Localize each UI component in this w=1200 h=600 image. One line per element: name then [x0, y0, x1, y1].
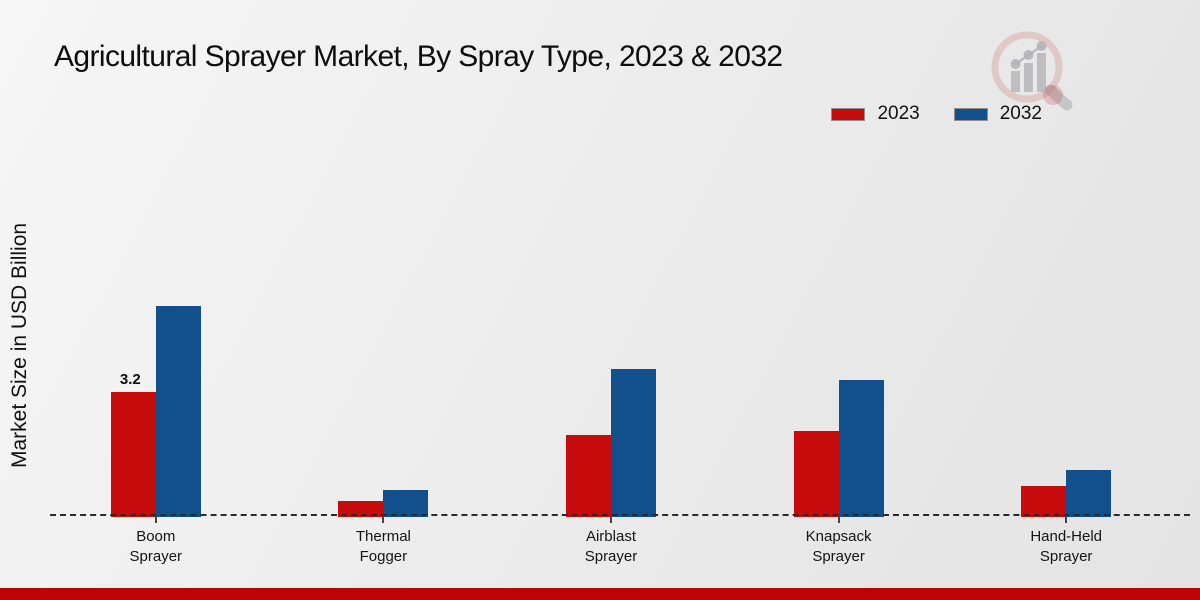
bar-2032: [155, 306, 201, 517]
bar-pair: [1021, 282, 1112, 517]
legend-label: 2023: [877, 103, 920, 124]
bar-2023: [1021, 486, 1067, 517]
axis-tick: [1065, 517, 1068, 523]
bar-value-label: 3.2: [119, 371, 141, 388]
footer-accent-band: [0, 588, 1200, 600]
bar-group: 3.2 Boom Sprayer: [42, 282, 270, 568]
category-label: Thermal Fogger: [355, 528, 411, 566]
magnifier-bar-chart-logo-icon: [991, 31, 1073, 111]
bar-2032: [838, 380, 884, 517]
plot-area: 3.2 Boom Sprayer Thermal Fogger Airblast Spray…: [42, 282, 1180, 568]
axis-tick: [609, 517, 612, 523]
bar-2023: [338, 501, 384, 517]
bar-group: Hand-Held Sprayer: [952, 282, 1180, 568]
bar-group: Knapsack Sprayer: [725, 282, 953, 568]
bar-2032: [1066, 470, 1112, 517]
bar-pair: 3.2: [110, 282, 201, 517]
bar-group: Airblast Sprayer: [497, 282, 725, 568]
category-label: Hand-Held Sprayer: [1030, 528, 1103, 566]
bar-pair: [338, 282, 429, 517]
legend-item-2023: 2023: [831, 103, 920, 125]
bar-2023: [793, 431, 839, 517]
category-label: Airblast Sprayer: [584, 528, 638, 566]
axis-tick: [154, 517, 157, 523]
bar-2023: 3.2: [110, 371, 156, 517]
category-label: Boom Sprayer: [129, 528, 183, 566]
legend-label: 2032: [999, 103, 1042, 124]
legend-swatch-icon: [953, 107, 988, 121]
legend-swatch-icon: [831, 107, 866, 121]
axis-tick: [382, 517, 385, 523]
bar-pair: [793, 282, 884, 517]
x-axis-baseline: [50, 514, 1190, 516]
category-label: Knapsack Sprayer: [805, 528, 872, 566]
chart-title: Agricultural Sprayer Market, By Spray Ty…: [54, 40, 783, 73]
bar-2032: [383, 490, 429, 517]
bar-pair: [565, 282, 656, 517]
legend-item-2032: 2032: [953, 103, 1042, 125]
axis-tick: [837, 517, 840, 523]
legend: 2023 2032: [831, 103, 1042, 125]
y-axis-label: Market Size in USD Billion: [8, 222, 31, 468]
bar-2032: [610, 369, 656, 517]
bar-2023: [565, 435, 611, 517]
bar-group: Thermal Fogger: [270, 282, 498, 568]
